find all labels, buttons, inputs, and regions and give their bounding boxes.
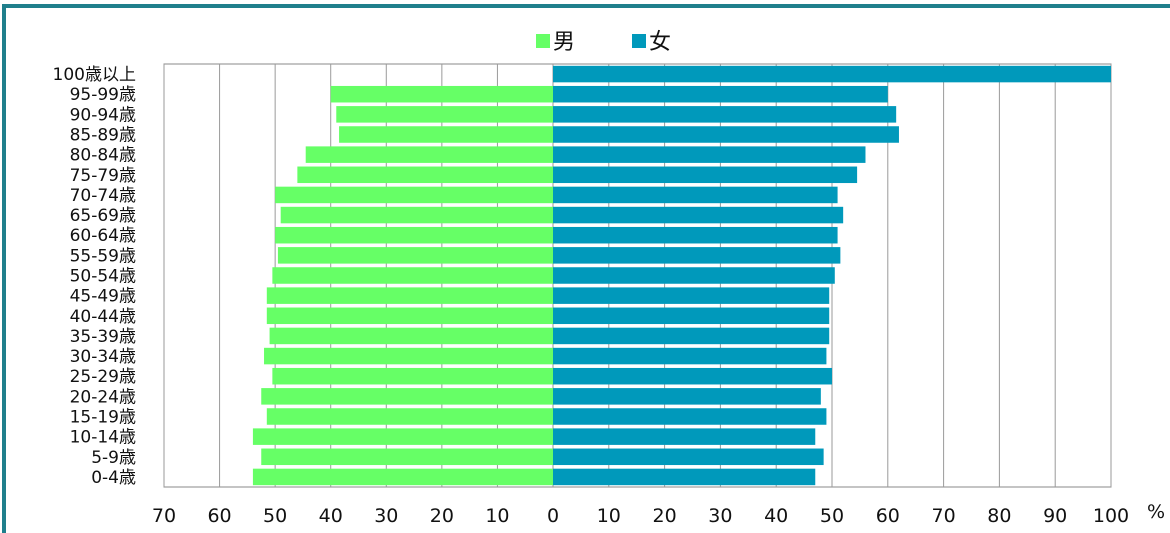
legend-swatch-male	[536, 34, 550, 48]
x-axis-ticks: 70 60 50 40 30 20 10 0 10 20 30 40 50 60 70 80 90 100	[152, 505, 1129, 527]
x-tick-label: 50	[820, 505, 844, 527]
category-label: 60-64歳	[70, 226, 136, 246]
bar-female	[553, 106, 897, 123]
x-tick-label: 10	[597, 505, 621, 527]
bar-male	[261, 388, 553, 405]
category-labels: 100歳以上95-99歳90-94歳85-89歳80-84歳75-79歳70-7…	[53, 65, 136, 488]
bar-male	[280, 206, 553, 224]
legend-label-female: 女	[649, 30, 671, 55]
bar-male	[266, 307, 553, 325]
x-tick-label: 60	[876, 505, 900, 527]
bar-female	[553, 408, 827, 425]
bar-male	[297, 166, 553, 184]
legend: 男 女	[536, 30, 671, 55]
bar-female	[553, 166, 858, 184]
category-label: 45-49歳	[70, 287, 136, 307]
bar-female	[553, 226, 838, 244]
bar-male	[272, 367, 553, 385]
category-label: 75-79歳	[70, 166, 136, 186]
legend-swatch-female	[632, 34, 646, 48]
bar-male	[266, 287, 553, 304]
category-label: 95-99歳	[70, 85, 136, 105]
x-tick-label: 60	[207, 505, 231, 527]
category-label: 35-39歳	[70, 327, 136, 347]
bar-female	[553, 65, 1111, 83]
category-label: 90-94歳	[70, 105, 136, 125]
x-tick-label: 80	[987, 505, 1011, 527]
bar-female	[553, 85, 888, 103]
unit-label: %	[1147, 501, 1165, 523]
frame-border	[2, 4, 1170, 533]
category-label: 55-59歳	[70, 246, 136, 266]
bars	[252, 65, 1111, 486]
bar-male	[277, 247, 553, 264]
bar-male	[272, 267, 553, 284]
category-label: 65-69歳	[70, 206, 136, 226]
x-tick-label: 0	[547, 505, 559, 527]
bar-male	[336, 106, 553, 123]
category-label: 50-54歳	[70, 267, 136, 287]
bar-female	[553, 428, 816, 445]
x-tick-label: 40	[319, 505, 343, 527]
bar-male	[275, 186, 553, 204]
bar-female	[553, 468, 816, 486]
bar-male	[305, 146, 553, 163]
category-label: 40-44歳	[70, 307, 136, 327]
bar-female	[553, 287, 830, 304]
bar-male	[269, 327, 553, 345]
category-label: 80-84歳	[70, 146, 136, 166]
bar-female	[553, 388, 821, 405]
x-tick-label: 70	[152, 505, 176, 527]
bar-male	[252, 428, 553, 445]
category-label: 30-34歳	[70, 347, 136, 367]
legend-label-male: 男	[553, 30, 575, 55]
bar-female	[553, 186, 838, 204]
x-tick-label: 30	[374, 505, 398, 527]
bar-male	[261, 448, 553, 466]
bar-female	[553, 146, 866, 163]
bar-male	[330, 85, 553, 103]
x-tick-label: 90	[1043, 505, 1067, 527]
x-tick-label: 100	[1093, 505, 1129, 527]
x-tick-label: 10	[485, 505, 509, 527]
category-label: 100歳以上	[53, 65, 136, 85]
x-tick-label: 30	[708, 505, 732, 527]
bar-female	[553, 267, 835, 284]
x-tick-label: 50	[263, 505, 287, 527]
bar-male	[264, 347, 553, 365]
category-label: 0-4歳	[91, 468, 136, 488]
category-label: 70-74歳	[70, 186, 136, 206]
x-tick-label: 20	[430, 505, 454, 527]
bar-male	[339, 126, 553, 143]
category-label: 25-29歳	[70, 367, 136, 387]
x-tick-label: 40	[764, 505, 788, 527]
bar-female	[553, 247, 841, 264]
category-label: 85-89歳	[70, 126, 136, 146]
bar-female	[553, 448, 824, 466]
bar-female	[553, 307, 830, 325]
category-label: 10-14歳	[70, 428, 136, 448]
x-tick-label: 70	[932, 505, 956, 527]
category-label: 20-24歳	[70, 387, 136, 407]
bar-male	[252, 468, 553, 486]
bar-male	[266, 408, 553, 425]
category-label: 15-19歳	[70, 408, 136, 428]
bar-female	[553, 367, 832, 385]
bar-female	[553, 347, 827, 365]
category-label: 5-9歳	[91, 448, 136, 468]
bar-female	[553, 206, 844, 224]
bar-female	[553, 327, 830, 345]
bar-male	[275, 226, 553, 244]
x-tick-label: 20	[653, 505, 677, 527]
bar-female	[553, 126, 899, 143]
